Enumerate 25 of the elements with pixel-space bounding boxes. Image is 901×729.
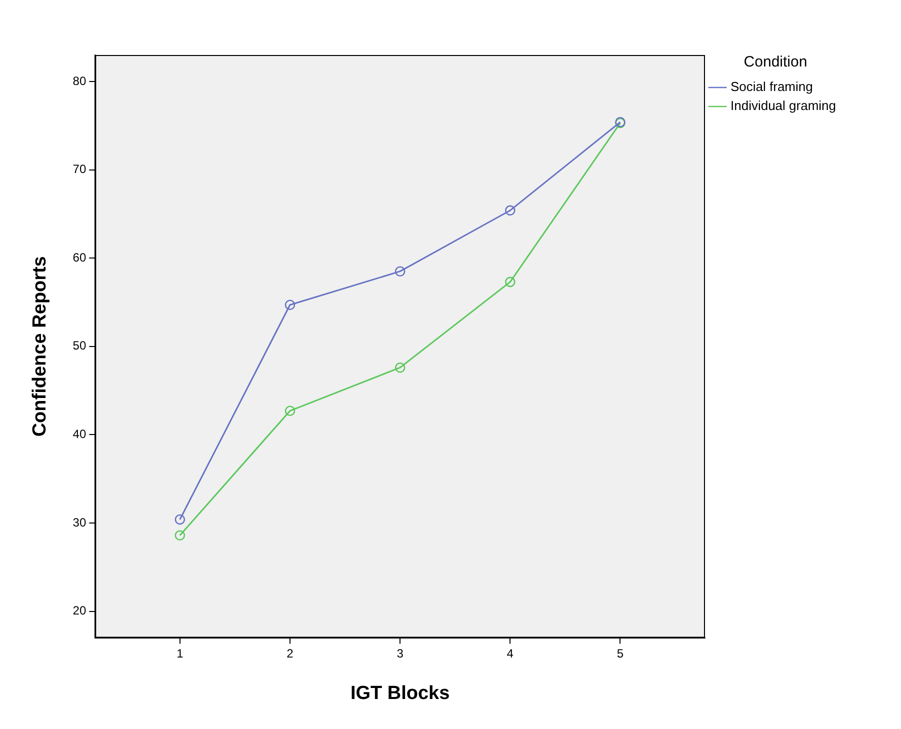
y-tick-label: 70	[72, 162, 86, 176]
y-tick-label: 40	[72, 427, 86, 442]
x-tick-label: 2	[286, 646, 294, 660]
point	[394, 266, 406, 276]
point	[284, 406, 296, 416]
y-tick-label: 30	[72, 515, 86, 530]
legend-label: Individual graming	[730, 98, 836, 114]
legend-title: Condition	[744, 54, 808, 71]
legend-label: Social framing	[730, 79, 813, 94]
point	[505, 205, 516, 216]
point	[505, 276, 516, 288]
x-tick-label: 3	[396, 646, 404, 660]
point	[174, 514, 186, 525]
y-tick-label: 60	[72, 250, 86, 264]
x-axis-title: IGT Blocks	[350, 682, 450, 704]
y-tick-label: 20	[72, 604, 86, 618]
y-tick-label: 50	[72, 338, 86, 353]
y-axis-title: Confidence Reports	[30, 256, 51, 437]
point	[394, 362, 406, 373]
x-tick-label: 4	[506, 646, 514, 660]
x-tick-label: 1	[176, 646, 184, 660]
y-tick-label: 80	[72, 74, 86, 88]
point	[174, 530, 186, 541]
point	[284, 300, 296, 310]
x-tick-label: 5	[616, 646, 624, 660]
